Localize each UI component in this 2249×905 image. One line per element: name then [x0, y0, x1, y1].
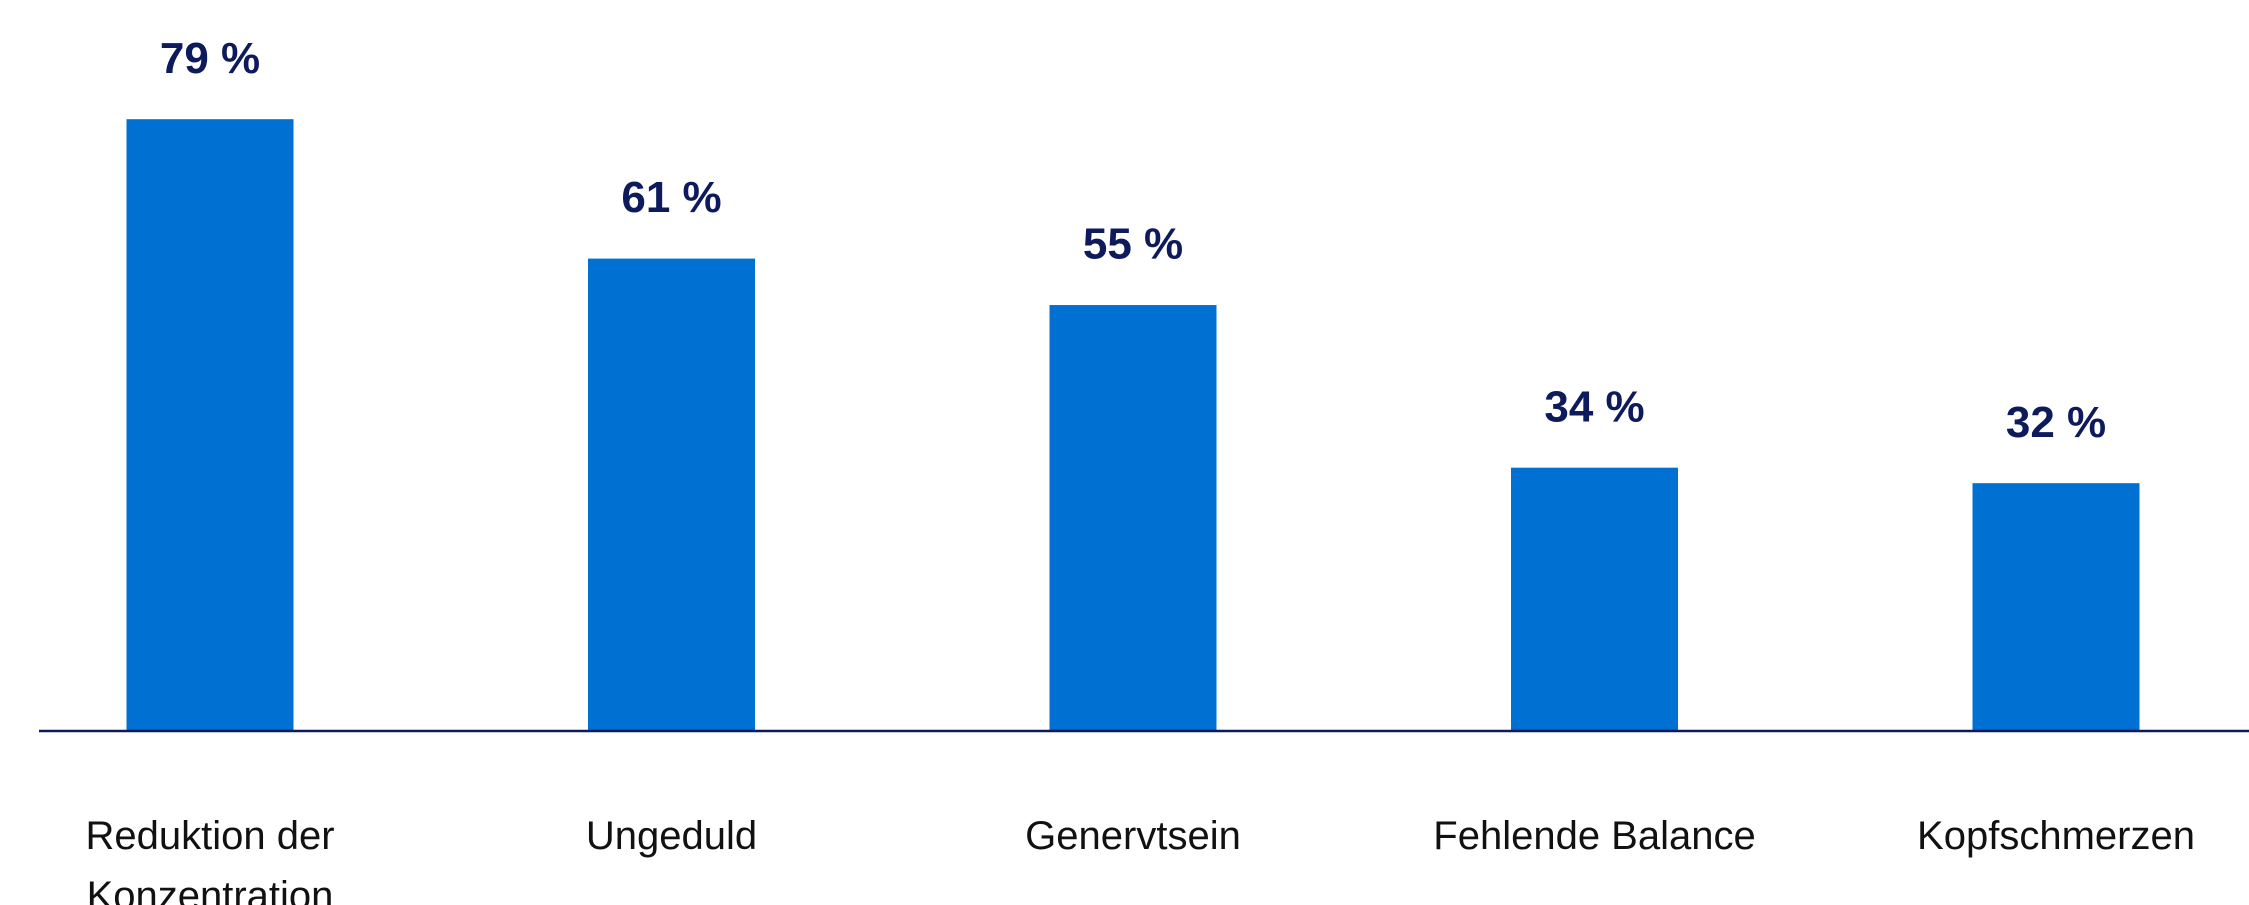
value-label: 61 %	[621, 173, 721, 222]
value-label: 34 %	[1544, 382, 1644, 431]
bar	[588, 258, 755, 731]
bar	[1511, 467, 1678, 731]
bar	[1972, 483, 2140, 731]
value-label: 32 %	[2006, 398, 2106, 447]
x-tick-label: Kopfschmerzen	[1917, 814, 2195, 858]
value-label: 79 %	[160, 34, 260, 83]
value-label: 55 %	[1083, 220, 1183, 269]
x-tick-label: Fehlende Balance	[1433, 814, 1756, 858]
bar	[126, 119, 294, 731]
x-tick-label: Ungeduld	[585, 814, 758, 858]
x-tick-label: Genervtsein	[1025, 814, 1241, 858]
bar	[1049, 305, 1217, 731]
x-tick-label: Reduktion der Konzentration	[85, 814, 335, 905]
